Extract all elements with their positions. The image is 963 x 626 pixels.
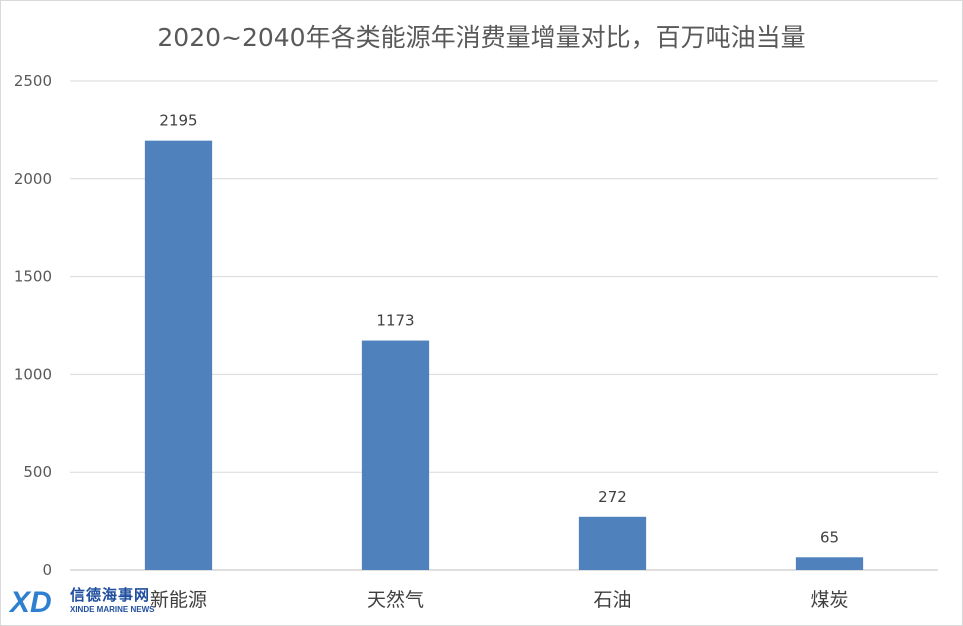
bar-value-label: 272 — [598, 488, 627, 506]
y-tick-label: 2500 — [14, 72, 52, 90]
xd-logo-text: XD — [8, 586, 52, 618]
y-tick-label: 1500 — [14, 268, 52, 286]
watermark-name-en: XINDE MARINE NEWS — [70, 605, 155, 614]
x-axis: 新能源 天然气 石油 煤炭 — [150, 589, 849, 611]
x-category-label: 天然气 — [367, 589, 424, 611]
bars — [144, 140, 864, 570]
y-axis: 0 500 1000 1500 2000 2500 — [14, 72, 52, 579]
bar — [578, 516, 647, 570]
xd-logo-icon: XD — [8, 586, 52, 618]
bar-value-label: 65 — [820, 528, 839, 546]
y-tick-label: 500 — [23, 463, 52, 481]
bar-value-label: 2195 — [159, 112, 197, 130]
x-category-label: 煤炭 — [810, 589, 848, 611]
watermark-name-cn: 信德海事网 — [70, 586, 151, 604]
gridlines — [70, 80, 938, 571]
x-category-label: 石油 — [593, 589, 631, 611]
y-tick-label: 1000 — [14, 365, 52, 383]
bar — [361, 340, 430, 570]
data-labels: 2195 1173 272 65 — [159, 112, 839, 547]
x-category-label: 新能源 — [150, 589, 207, 611]
y-tick-label: 0 — [42, 561, 52, 579]
bar — [144, 140, 213, 570]
chart-title: 2020~2040年各类能源年消费量增量对比，百万吨油当量 — [157, 23, 806, 52]
bar — [795, 557, 864, 570]
bar-value-label: 1173 — [376, 312, 414, 330]
watermark: XD 信德海事网 XINDE MARINE NEWS — [8, 584, 168, 620]
y-tick-label: 2000 — [14, 170, 52, 188]
